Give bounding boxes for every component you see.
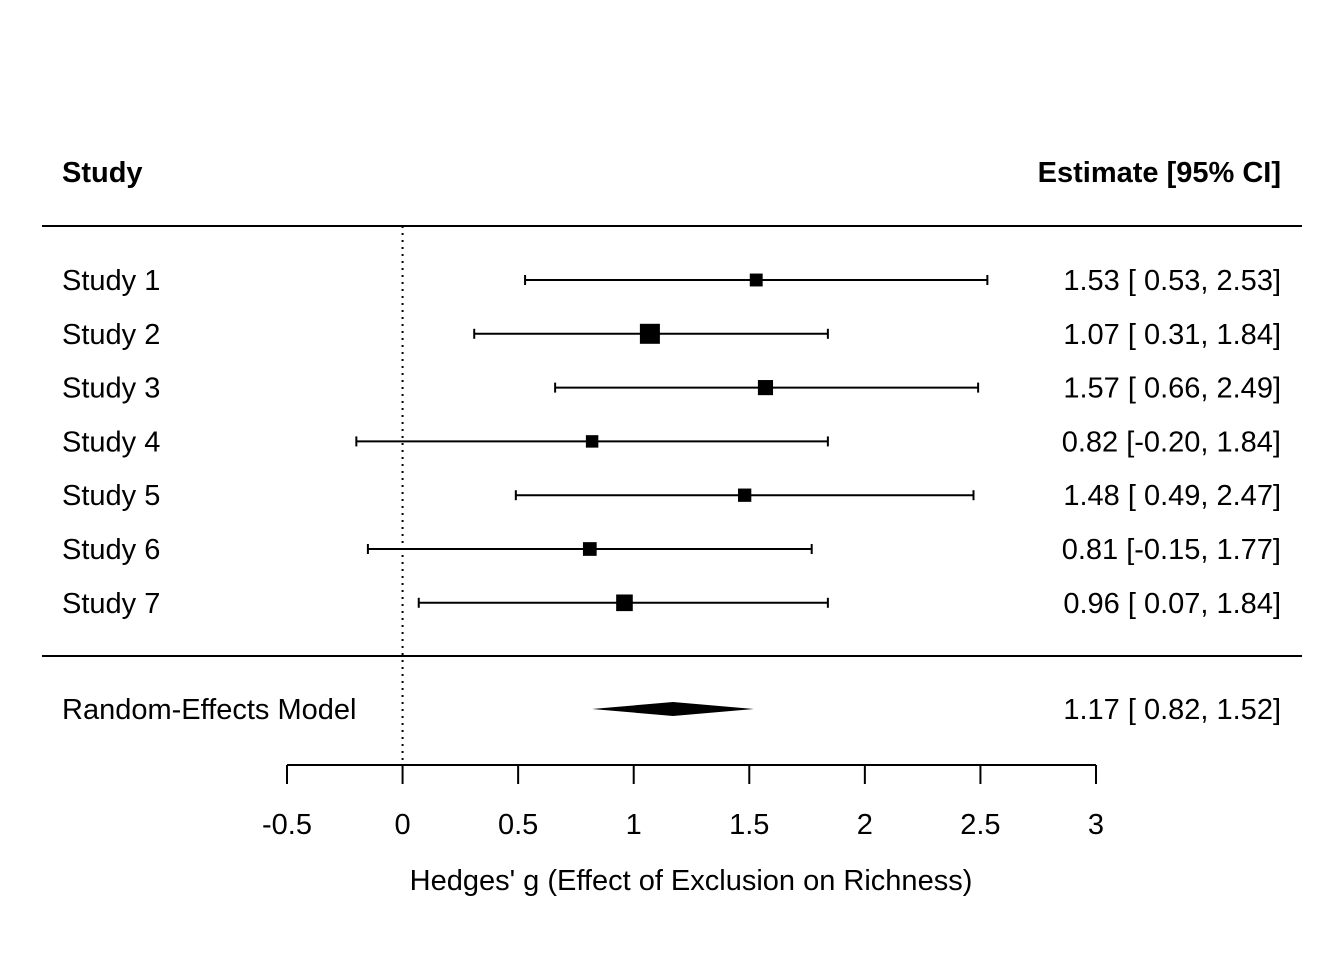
- study-row: Study 6 0.81 [-0.15, 1.77]: [62, 534, 1281, 566]
- summary-row: Random-Effects Model 1.17 [ 0.82, 1.52]: [62, 694, 1281, 726]
- x-tick-label: -0.5: [262, 809, 312, 841]
- estimate-ci-label: 0.82 [-0.20, 1.84]: [1062, 426, 1281, 458]
- estimate-ci-label: 0.96 [ 0.07, 1.84]: [1063, 588, 1281, 620]
- study-row: Study 2 1.07 [ 0.31, 1.84]: [62, 319, 1281, 351]
- x-tick-label: 0.5: [498, 809, 538, 841]
- header-estimate: Estimate [95% CI]: [1038, 157, 1281, 189]
- point-estimate-square: [738, 488, 752, 502]
- x-tick-label: 0: [395, 809, 411, 841]
- x-tick-label: 2: [857, 809, 873, 841]
- point-estimate-square: [616, 594, 633, 612]
- study-name: Study 1: [62, 265, 160, 297]
- summary-diamond: [592, 702, 754, 716]
- study-name: Study 7: [62, 588, 160, 620]
- x-tick-label: 1.5: [729, 809, 769, 841]
- study-name: Study 5: [62, 480, 160, 512]
- study-name: Study 3: [62, 373, 160, 405]
- study-name: Study 2: [62, 319, 160, 351]
- x-tick-label: 1: [626, 809, 642, 841]
- study-rows: Study 1 1.53 [ 0.53, 2.53] Study 2 1.07 [ 0…: [62, 265, 1281, 620]
- study-name: Study 6: [62, 534, 160, 566]
- header-study: Study: [62, 157, 143, 189]
- summary-estimate-label: 1.17 [ 0.82, 1.52]: [1063, 694, 1281, 726]
- point-estimate-square: [639, 323, 660, 344]
- x-tick-label: 2.5: [960, 809, 1000, 841]
- study-row: Study 7 0.96 [ 0.07, 1.84]: [62, 588, 1281, 620]
- point-estimate-square: [749, 273, 763, 287]
- study-row: Study 1 1.53 [ 0.53, 2.53]: [62, 265, 1281, 297]
- estimate-ci-label: 0.81 [-0.15, 1.77]: [1062, 534, 1281, 566]
- estimate-ci-label: 1.57 [ 0.66, 2.49]: [1063, 373, 1281, 405]
- study-row: Study 3 1.57 [ 0.66, 2.49]: [62, 373, 1281, 405]
- point-estimate-square: [757, 380, 774, 396]
- point-estimate-square: [585, 435, 599, 448]
- study-row: Study 5 1.48 [ 0.49, 2.47]: [62, 480, 1281, 512]
- estimate-ci-label: 1.48 [ 0.49, 2.47]: [1063, 480, 1281, 512]
- estimate-ci-label: 1.07 [ 0.31, 1.84]: [1063, 319, 1281, 351]
- x-tick-label: 3: [1088, 809, 1104, 841]
- x-axis-title: Hedges' g (Effect of Exclusion on Richne…: [410, 865, 973, 897]
- study-name: Study 4: [62, 426, 160, 458]
- point-estimate-square: [582, 542, 597, 556]
- estimate-ci-label: 1.53 [ 0.53, 2.53]: [1063, 265, 1281, 297]
- x-axis: -0.5 0 0.5 1 1.5 2 2.5 3: [262, 764, 1104, 841]
- summary-name: Random-Effects Model: [62, 694, 356, 726]
- study-row: Study 4 0.82 [-0.20, 1.84]: [62, 426, 1281, 458]
